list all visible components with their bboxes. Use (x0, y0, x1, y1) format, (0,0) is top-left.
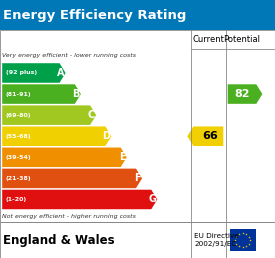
Polygon shape (2, 63, 65, 83)
Text: A: A (57, 68, 64, 78)
Text: Current: Current (192, 35, 224, 44)
Text: C: C (88, 110, 95, 120)
Text: Potential: Potential (224, 35, 260, 44)
Text: (39-54): (39-54) (6, 155, 31, 160)
Text: G: G (148, 195, 156, 205)
Polygon shape (228, 84, 262, 104)
Text: EU Directive
2002/91/EC: EU Directive 2002/91/EC (194, 233, 239, 247)
Bar (230, 229, 256, 251)
Bar (0, 0, 275, 30)
Text: (55-68): (55-68) (6, 134, 31, 139)
Bar (0, 222, 275, 258)
Text: (92 plus): (92 plus) (6, 70, 37, 76)
Polygon shape (2, 148, 127, 167)
Text: England & Wales: England & Wales (3, 234, 115, 247)
Text: D: D (102, 131, 110, 141)
Polygon shape (2, 190, 157, 209)
Polygon shape (2, 84, 81, 104)
Text: Very energy efficient - lower running costs: Very energy efficient - lower running co… (2, 53, 136, 58)
Polygon shape (2, 126, 111, 146)
Bar (0, 30, 275, 222)
Polygon shape (2, 105, 96, 125)
Polygon shape (187, 126, 223, 146)
Text: E: E (119, 152, 126, 162)
Text: B: B (72, 89, 80, 99)
Text: F: F (134, 173, 141, 183)
Text: (81-91): (81-91) (6, 92, 31, 96)
Text: Energy Efficiency Rating: Energy Efficiency Rating (3, 9, 187, 22)
Text: (1-20): (1-20) (6, 197, 27, 202)
Text: 82: 82 (234, 89, 250, 99)
Text: Not energy efficient - higher running costs: Not energy efficient - higher running co… (2, 214, 136, 219)
Text: 66: 66 (202, 131, 218, 141)
Text: (69-80): (69-80) (6, 113, 31, 118)
Text: (21-38): (21-38) (6, 176, 31, 181)
Polygon shape (2, 169, 142, 188)
